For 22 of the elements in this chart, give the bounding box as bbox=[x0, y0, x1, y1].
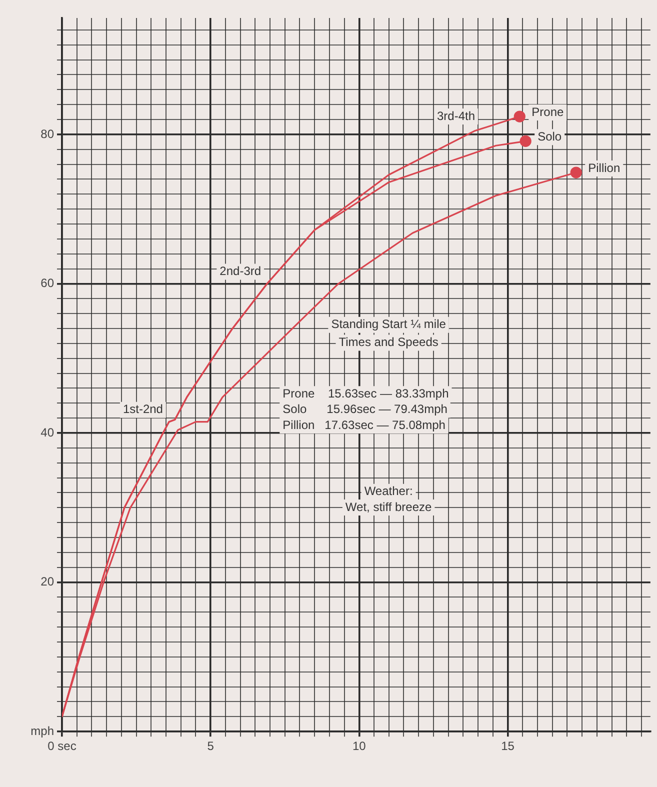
annotation: Pillion 17.63sec — 75.08mph bbox=[282, 418, 446, 432]
x-tick-label: 10 bbox=[352, 739, 366, 754]
y-tick-label: 20 bbox=[40, 574, 54, 589]
y-tick-label: 60 bbox=[40, 276, 54, 290]
x-tick-label: 0 sec bbox=[48, 739, 76, 754]
annotation: Solo 15.96sec — 79.43mph bbox=[282, 402, 448, 416]
annotation: Standing Start ¼ mile bbox=[331, 317, 446, 332]
series-label: Pillion bbox=[588, 160, 620, 175]
y-tick-label: mph bbox=[30, 724, 54, 738]
x-tick-label: 5 bbox=[207, 739, 214, 754]
annotation: 1st-2nd bbox=[122, 402, 163, 416]
annotation: Prone 15.63sec — 83.33mph bbox=[282, 386, 449, 400]
annotation: 3rd-4th bbox=[436, 108, 476, 123]
annotation: 2nd-3rd bbox=[220, 264, 262, 278]
x-tick-label: 15 bbox=[501, 739, 515, 754]
annotation: Times and Speeds bbox=[338, 335, 438, 349]
series-label: Prone bbox=[532, 104, 564, 119]
series-label: Solo bbox=[538, 129, 562, 144]
annotation: Weather: bbox=[364, 484, 413, 498]
annotation: Wet, stiff breeze bbox=[345, 500, 432, 514]
y-tick-label: 80 bbox=[40, 126, 54, 141]
y-tick-label: 40 bbox=[40, 425, 54, 440]
